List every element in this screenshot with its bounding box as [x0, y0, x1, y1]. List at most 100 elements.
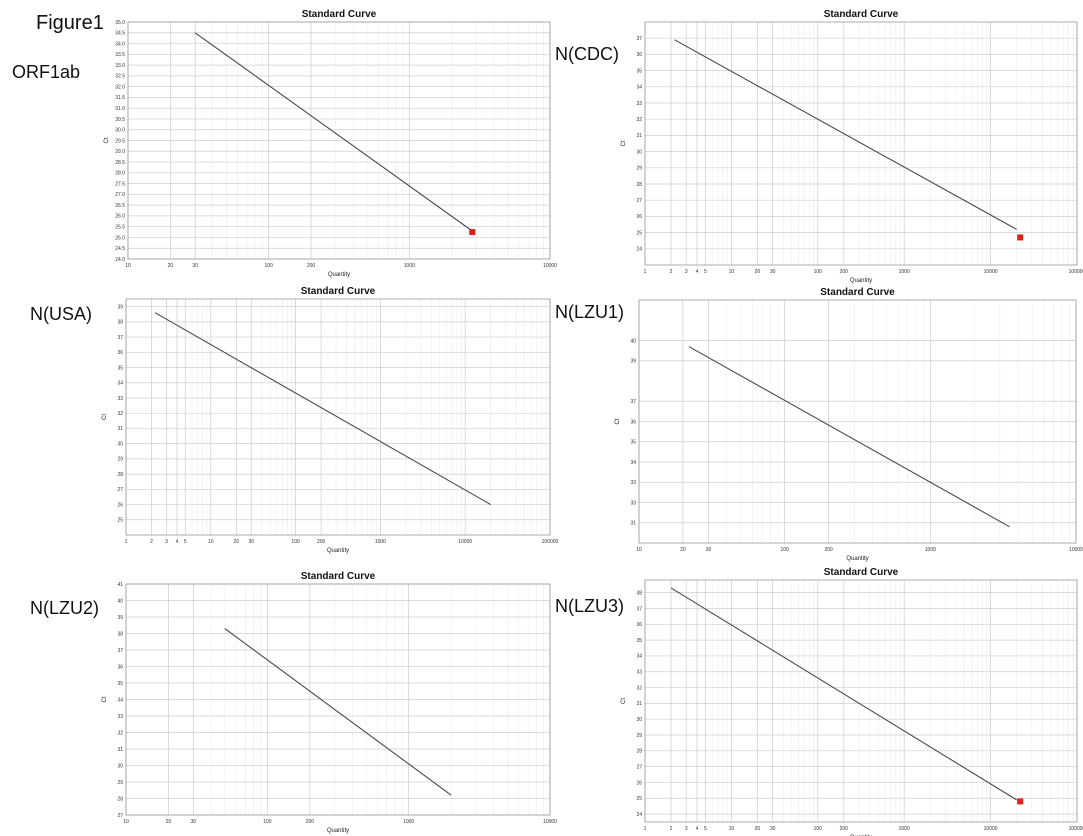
major-gridlines [644, 22, 1078, 265]
y-axis-label: Ct [102, 696, 108, 702]
x-tick-label: 1000 [899, 269, 910, 275]
y-tick-label: 28 [117, 796, 123, 802]
x-tick-label: 10000 [458, 539, 472, 545]
standard-curve-chart-n-lzu1: 10 20 30 100 200 1000 10000 31 33 33 34 35 36 37 39 40 S… [615, 287, 1083, 562]
y-tick-label: 35 [117, 365, 123, 371]
y-tick-label: 32.0 [115, 84, 125, 90]
y-tick-label: 40 [117, 598, 123, 604]
y-tick-label: 27.5 [115, 181, 125, 187]
x-tick-label: 10000 [984, 826, 998, 832]
x-tick-label: 200 [317, 539, 326, 545]
y-tick-label: 39 [630, 359, 636, 365]
x-tick-label: 200 [307, 263, 316, 269]
y-tick-label: 25.0 [115, 235, 125, 241]
x-tick-label: 30 [706, 547, 712, 553]
x-tick-label: 1 [125, 539, 128, 545]
figure-title: Figure1 [36, 12, 104, 34]
minor-gridlines [644, 580, 1074, 822]
y-tick-label: 37 [117, 648, 123, 654]
y-tick-label: 28.5 [115, 160, 125, 166]
y-tick-label: 34 [117, 697, 123, 703]
x-tick-label: 1 [644, 269, 647, 275]
plot-frame [125, 583, 551, 816]
x-tick-label: 10 [636, 547, 642, 553]
y-tick-label: 29.5 [115, 138, 125, 144]
x-tick-label: 30 [248, 539, 254, 545]
standard-curve-line [670, 587, 1017, 801]
y-tick-label: 30.5 [115, 117, 125, 123]
x-tick-label: 100 [291, 539, 300, 545]
x-axis-label: Quantity [850, 278, 872, 284]
panel-label-n-cdc: N(CDC) [555, 44, 619, 64]
y-tick-label: 38 [117, 631, 123, 637]
y-tick-label: 27 [636, 198, 642, 204]
y-tick-label: 27.0 [115, 192, 125, 198]
y-tick-label: 32 [117, 411, 123, 417]
y-tick-label: 29.0 [115, 149, 125, 155]
y-tick-label: 25 [117, 518, 123, 524]
standard-curve-chart-n-lzu2: 10 20 30 100 200 1000 10000 27 28 29 30 31 32 33 34 35 3… [102, 571, 557, 834]
x-tick-label: 200 [824, 547, 833, 553]
y-tick-label: 37 [636, 606, 642, 612]
x-tick-label: 5 [184, 539, 187, 545]
y-tick-label: 34 [636, 85, 642, 91]
x-tick-label: 10 [123, 819, 129, 825]
chart-title: Standard Curve [302, 9, 377, 20]
x-tick-label: 30 [192, 263, 198, 269]
y-tick-label: 34 [630, 460, 636, 466]
x-tick-label: 3 [165, 539, 168, 545]
y-tick-label: 31 [636, 133, 642, 139]
y-tick-label: 31 [117, 426, 123, 432]
y-tick-label: 32 [636, 685, 642, 691]
y-tick-label: 35.0 [115, 20, 125, 26]
y-tick-label: 29 [636, 166, 642, 172]
y-tick-label: 25 [636, 230, 642, 236]
panel-label-n-lzu3: N(LZU3) [555, 596, 625, 616]
y-tick-label: 34.5 [115, 31, 125, 37]
y-tick-label: 31.0 [115, 106, 125, 112]
standard-curve-line [674, 39, 1017, 230]
y-tick-label: 35 [630, 440, 636, 446]
x-tick-label: 1 [644, 826, 647, 832]
x-tick-label: 5 [704, 269, 707, 275]
chart-title: Standard Curve [824, 9, 899, 20]
y-tick-label: 33 [117, 396, 123, 402]
x-tick-label: 2 [150, 539, 153, 545]
plot-frame [638, 299, 1077, 544]
standard-curve-chart-orf1ab: 10 20 30 100 200 1000 10000 24.0 24.5 25.0 25.5 26.… [104, 9, 557, 278]
x-tick-label: 100000 [1069, 269, 1083, 275]
standard-curve-line [154, 312, 492, 506]
y-tick-label: 28 [117, 472, 123, 478]
y-axis-label: Ct [621, 140, 627, 146]
y-tick-label: 25 [636, 796, 642, 802]
y-tick-label: 28.0 [115, 171, 125, 177]
y-tick-label: 36 [636, 622, 642, 628]
y-tick-label: 36 [117, 664, 123, 670]
standard-curve-chart-n-lzu3: 1234510203010020010001000010000024252627… [621, 567, 1083, 836]
x-axis-label: Quantity [846, 556, 868, 562]
x-tick-label: 1000 [925, 547, 936, 553]
plot-frame [644, 579, 1078, 823]
x-tick-label: 20 [755, 826, 761, 832]
major-gridlines [127, 21, 551, 260]
major-gridlines [125, 583, 551, 816]
x-axis-label: Quantity [328, 272, 350, 278]
y-tick-label: 26 [117, 502, 123, 508]
y-tick-label: 33 [630, 500, 636, 506]
x-tick-label: 30 [770, 826, 776, 832]
x-tick-label: 30 [770, 269, 776, 275]
x-tick-label: 20 [755, 269, 761, 275]
x-axis-label: Quantity [327, 828, 349, 834]
x-tick-label: 4 [176, 539, 179, 545]
y-tick-label: 30 [117, 441, 123, 447]
major-gridlines [125, 299, 551, 535]
x-tick-label: 10000 [543, 819, 557, 825]
x-tick-label: 100 [780, 547, 789, 553]
x-tick-label: 2 [670, 269, 673, 275]
y-axis-label: Ct [621, 698, 627, 704]
y-tick-label: 31 [636, 701, 642, 707]
x-tick-label: 100 [264, 263, 273, 269]
y-tick-label: 38 [636, 590, 642, 596]
x-tick-label: 5 [704, 826, 707, 832]
y-tick-label: 35 [636, 68, 642, 74]
